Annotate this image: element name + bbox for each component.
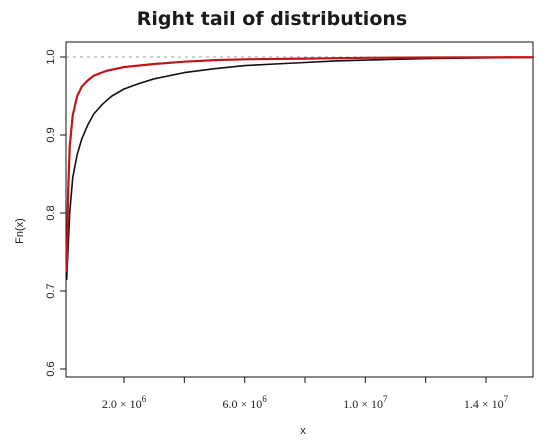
x-tick-label: 2.0 × 106 [102,394,147,411]
x-tick-label: 1.0 × 107 [343,394,388,411]
series-group [65,56,535,281]
y-tick-label: 0.9 [45,127,57,142]
x-axis-label: x [300,425,306,437]
y-axis-label: Fn(x) [14,218,26,244]
y-axis: 0.6 0.7 0.8 0.9 1.0 [45,49,66,377]
y-tick-label: 0.7 [45,283,57,298]
x-axis: 2.0 × 106 6.0 × 106 1.0 × 107 1.4 × 107 [102,377,509,411]
series-line-2 [65,56,535,273]
y-tick-label: 1.0 [45,49,57,64]
chart-title: Right tail of distributions [137,8,407,30]
plot-frame [65,41,534,378]
x-tick-label: 6.0 × 106 [223,394,268,411]
y-tick-label: 0.6 [45,361,57,376]
series-line-1 [65,56,534,281]
x-tick-label: 1.4 × 107 [464,394,509,411]
y-tick-label: 0.8 [45,205,57,220]
